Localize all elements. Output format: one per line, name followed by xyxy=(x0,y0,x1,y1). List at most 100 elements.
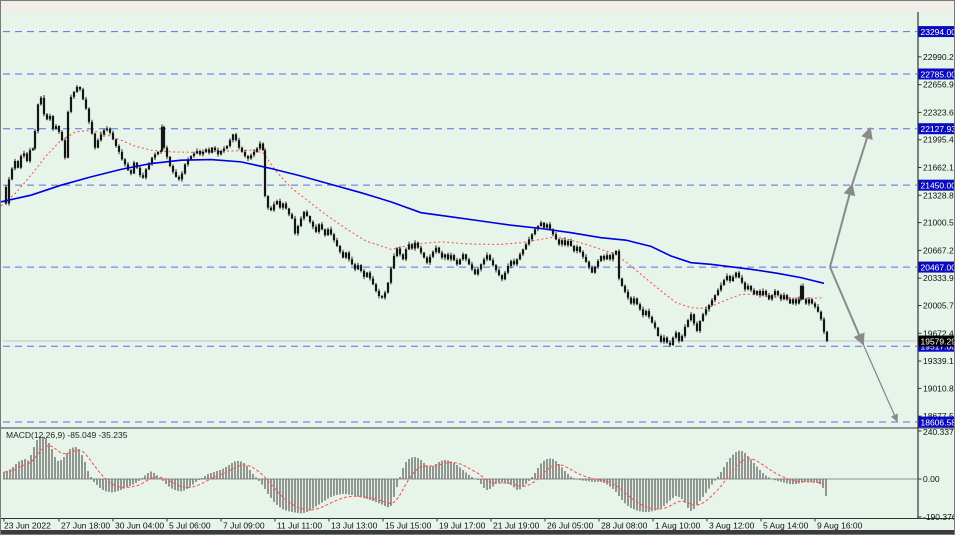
candle-body xyxy=(407,244,411,250)
time-tick-label: 13 Jul 13:00 xyxy=(331,521,378,531)
time-tick-label: 5 Jul 06:00 xyxy=(169,521,211,531)
candle-body xyxy=(530,234,534,240)
candle-body xyxy=(371,278,375,285)
candle-body xyxy=(704,309,708,315)
candle-body xyxy=(515,259,519,265)
price-tick-label: 22656.95 xyxy=(923,80,955,90)
candle-body xyxy=(590,267,594,273)
candle-body xyxy=(819,311,823,320)
candle-body xyxy=(219,151,223,155)
candle-body xyxy=(39,97,43,105)
candle-body xyxy=(527,239,531,245)
candle-body xyxy=(246,156,250,159)
candle-body xyxy=(791,299,795,304)
candle-body xyxy=(350,259,354,265)
price-tick-label: 19672.40 xyxy=(923,328,955,338)
candle-body xyxy=(90,121,94,134)
candle-body xyxy=(132,162,136,174)
projection-arrow[interactable] xyxy=(851,126,873,186)
macd-signal-line xyxy=(3,445,827,511)
candle-body xyxy=(78,86,82,90)
candle-body xyxy=(362,270,366,277)
candle-body xyxy=(153,154,157,158)
candle-body xyxy=(129,170,133,174)
candle-body xyxy=(383,292,387,298)
candle-body xyxy=(389,268,393,283)
candle-body xyxy=(81,89,85,100)
candle-body xyxy=(563,240,567,246)
time-tick-label: 3 Aug 12:00 xyxy=(709,521,755,531)
candle-body xyxy=(500,275,504,280)
price-tick-label: 21000.55 xyxy=(923,218,955,228)
candle-body xyxy=(147,164,151,170)
candle-body xyxy=(707,305,711,310)
candle-body xyxy=(641,309,645,316)
candle-body xyxy=(695,323,699,331)
candle-body xyxy=(186,159,190,165)
candle-body xyxy=(31,148,35,151)
level-price-badge-bg xyxy=(918,123,954,135)
candle-body xyxy=(776,290,780,296)
time-tick-label: 7 Jul 09:00 xyxy=(223,521,265,531)
candle-body xyxy=(96,140,100,148)
candle-body xyxy=(305,211,309,217)
candle-body xyxy=(725,275,729,281)
ma-blue-line xyxy=(1,158,825,285)
candle-body xyxy=(123,159,127,165)
candle-body xyxy=(308,216,312,222)
candle-body xyxy=(479,264,483,270)
candle-body xyxy=(476,269,480,275)
candle-body xyxy=(509,260,513,266)
candle-body xyxy=(7,179,11,204)
candle-body xyxy=(338,245,342,252)
candle-body xyxy=(740,277,744,283)
candle-body xyxy=(332,234,336,241)
candle-body xyxy=(746,285,750,290)
candle-body xyxy=(16,161,20,168)
candle-body xyxy=(317,224,321,232)
price-tick-label: 22990.25 xyxy=(923,52,955,62)
projection-arrow[interactable] xyxy=(862,343,898,423)
projection-arrow[interactable] xyxy=(829,183,856,268)
candle-body xyxy=(263,150,267,197)
time-tick-label: 26 Jul 05:00 xyxy=(547,521,594,531)
projection-arrow[interactable] xyxy=(829,266,865,346)
candle-body xyxy=(799,285,803,300)
candle-body xyxy=(204,149,208,152)
candle-body xyxy=(719,285,723,291)
candle-body xyxy=(632,298,636,304)
candle-body xyxy=(743,282,747,290)
level-price-badge-bg xyxy=(918,416,954,428)
candle-body xyxy=(539,222,543,226)
candle-body xyxy=(482,259,486,265)
candle-body xyxy=(599,255,603,261)
candle-body xyxy=(344,252,348,258)
candle-body xyxy=(302,211,306,219)
candle-body xyxy=(51,116,55,129)
candle-body xyxy=(491,260,495,266)
price-tick-label: 21662.10 xyxy=(923,163,955,173)
candle-body xyxy=(683,326,687,336)
candle-body xyxy=(374,284,378,291)
candle-body xyxy=(287,208,291,215)
candle-body xyxy=(84,99,88,109)
titlebar-background xyxy=(1,1,954,12)
candle-body xyxy=(422,252,426,258)
candle-body xyxy=(545,224,549,228)
candle-body xyxy=(258,143,262,149)
candle-body xyxy=(60,131,64,141)
price-tick-label: 20005.70 xyxy=(923,300,955,310)
candle-body xyxy=(392,255,396,269)
candle-body xyxy=(243,151,247,157)
candle-body xyxy=(359,265,363,271)
candle-body xyxy=(593,266,597,273)
candle-body xyxy=(249,155,253,159)
price-tick-label: 21995.40 xyxy=(923,135,955,145)
candle-body xyxy=(825,331,829,341)
candle-body xyxy=(425,257,429,263)
price-tick-label: 21328.80 xyxy=(923,190,955,200)
candle-body xyxy=(69,96,73,112)
level-price-badge-bg xyxy=(918,179,954,191)
time-tick-label: 11 Jul 11:00 xyxy=(277,521,322,531)
